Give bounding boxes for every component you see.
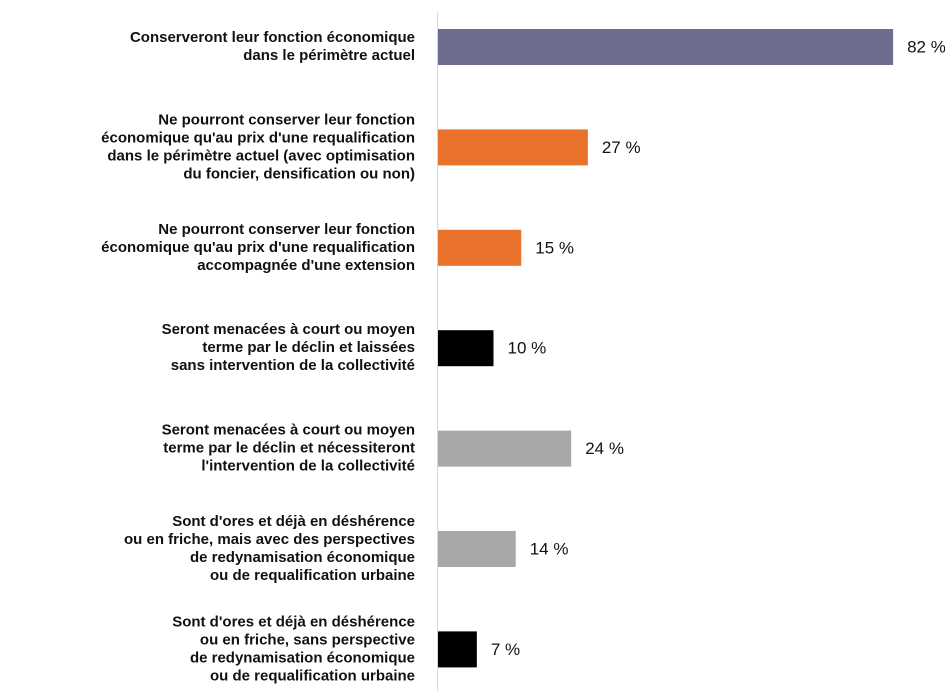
bar	[438, 430, 572, 467]
category-label: dans le périmètre actuel (avec optimisat…	[107, 147, 415, 164]
category-label: de redynamisation économique	[190, 649, 415, 666]
category-label: l'intervention de la collectivité	[201, 458, 415, 475]
category-label: accompagnée d'une extension	[197, 257, 415, 274]
value-label: 15 %	[535, 238, 574, 257]
category-label: ou de requalification urbaine	[210, 667, 415, 684]
category-label: terme par le déclin et nécessiteront	[163, 440, 415, 457]
value-label: 82 %	[907, 37, 945, 56]
bar	[438, 531, 516, 567]
category-label: terme par le déclin et laissées	[202, 339, 415, 356]
category-label: Ne pourront conserver leur fonction	[158, 111, 415, 128]
category-label: économique qu'au prix d'une requalificat…	[101, 239, 415, 256]
category-label: Seront menacées à court ou moyen	[162, 422, 415, 439]
value-label: 10 %	[508, 339, 547, 358]
category-label: Ne pourront conserver leur fonction	[158, 221, 415, 238]
bar	[438, 229, 522, 266]
category-label: ou en friche, mais avec des perspectives	[124, 531, 415, 548]
category-label: Sont d'ores et déjà en déshérence	[172, 513, 415, 530]
category-label: économique qu'au prix d'une requalificat…	[101, 129, 415, 146]
bar	[438, 631, 477, 668]
value-label: 14 %	[530, 539, 569, 558]
value-label: 24 %	[585, 439, 624, 458]
category-label: sans intervention de la collectivité	[171, 357, 415, 374]
category-label: Sont d'ores et déjà en déshérence	[172, 613, 415, 630]
bar	[438, 29, 894, 65]
value-label: 7 %	[491, 640, 520, 659]
bar	[438, 129, 588, 166]
category-label: Seront menacées à court ou moyen	[162, 321, 415, 338]
category-label: dans le périmètre actuel	[243, 47, 415, 64]
value-label: 27 %	[602, 138, 641, 157]
category-label: du foncier, densification ou non)	[183, 165, 415, 182]
category-label: ou en friche, sans perspective	[200, 631, 415, 648]
category-label: ou de requalification urbaine	[210, 567, 415, 584]
category-label: Conserveront leur fonction économique	[130, 29, 415, 46]
bar	[438, 330, 494, 367]
category-label: de redynamisation économique	[190, 549, 415, 566]
